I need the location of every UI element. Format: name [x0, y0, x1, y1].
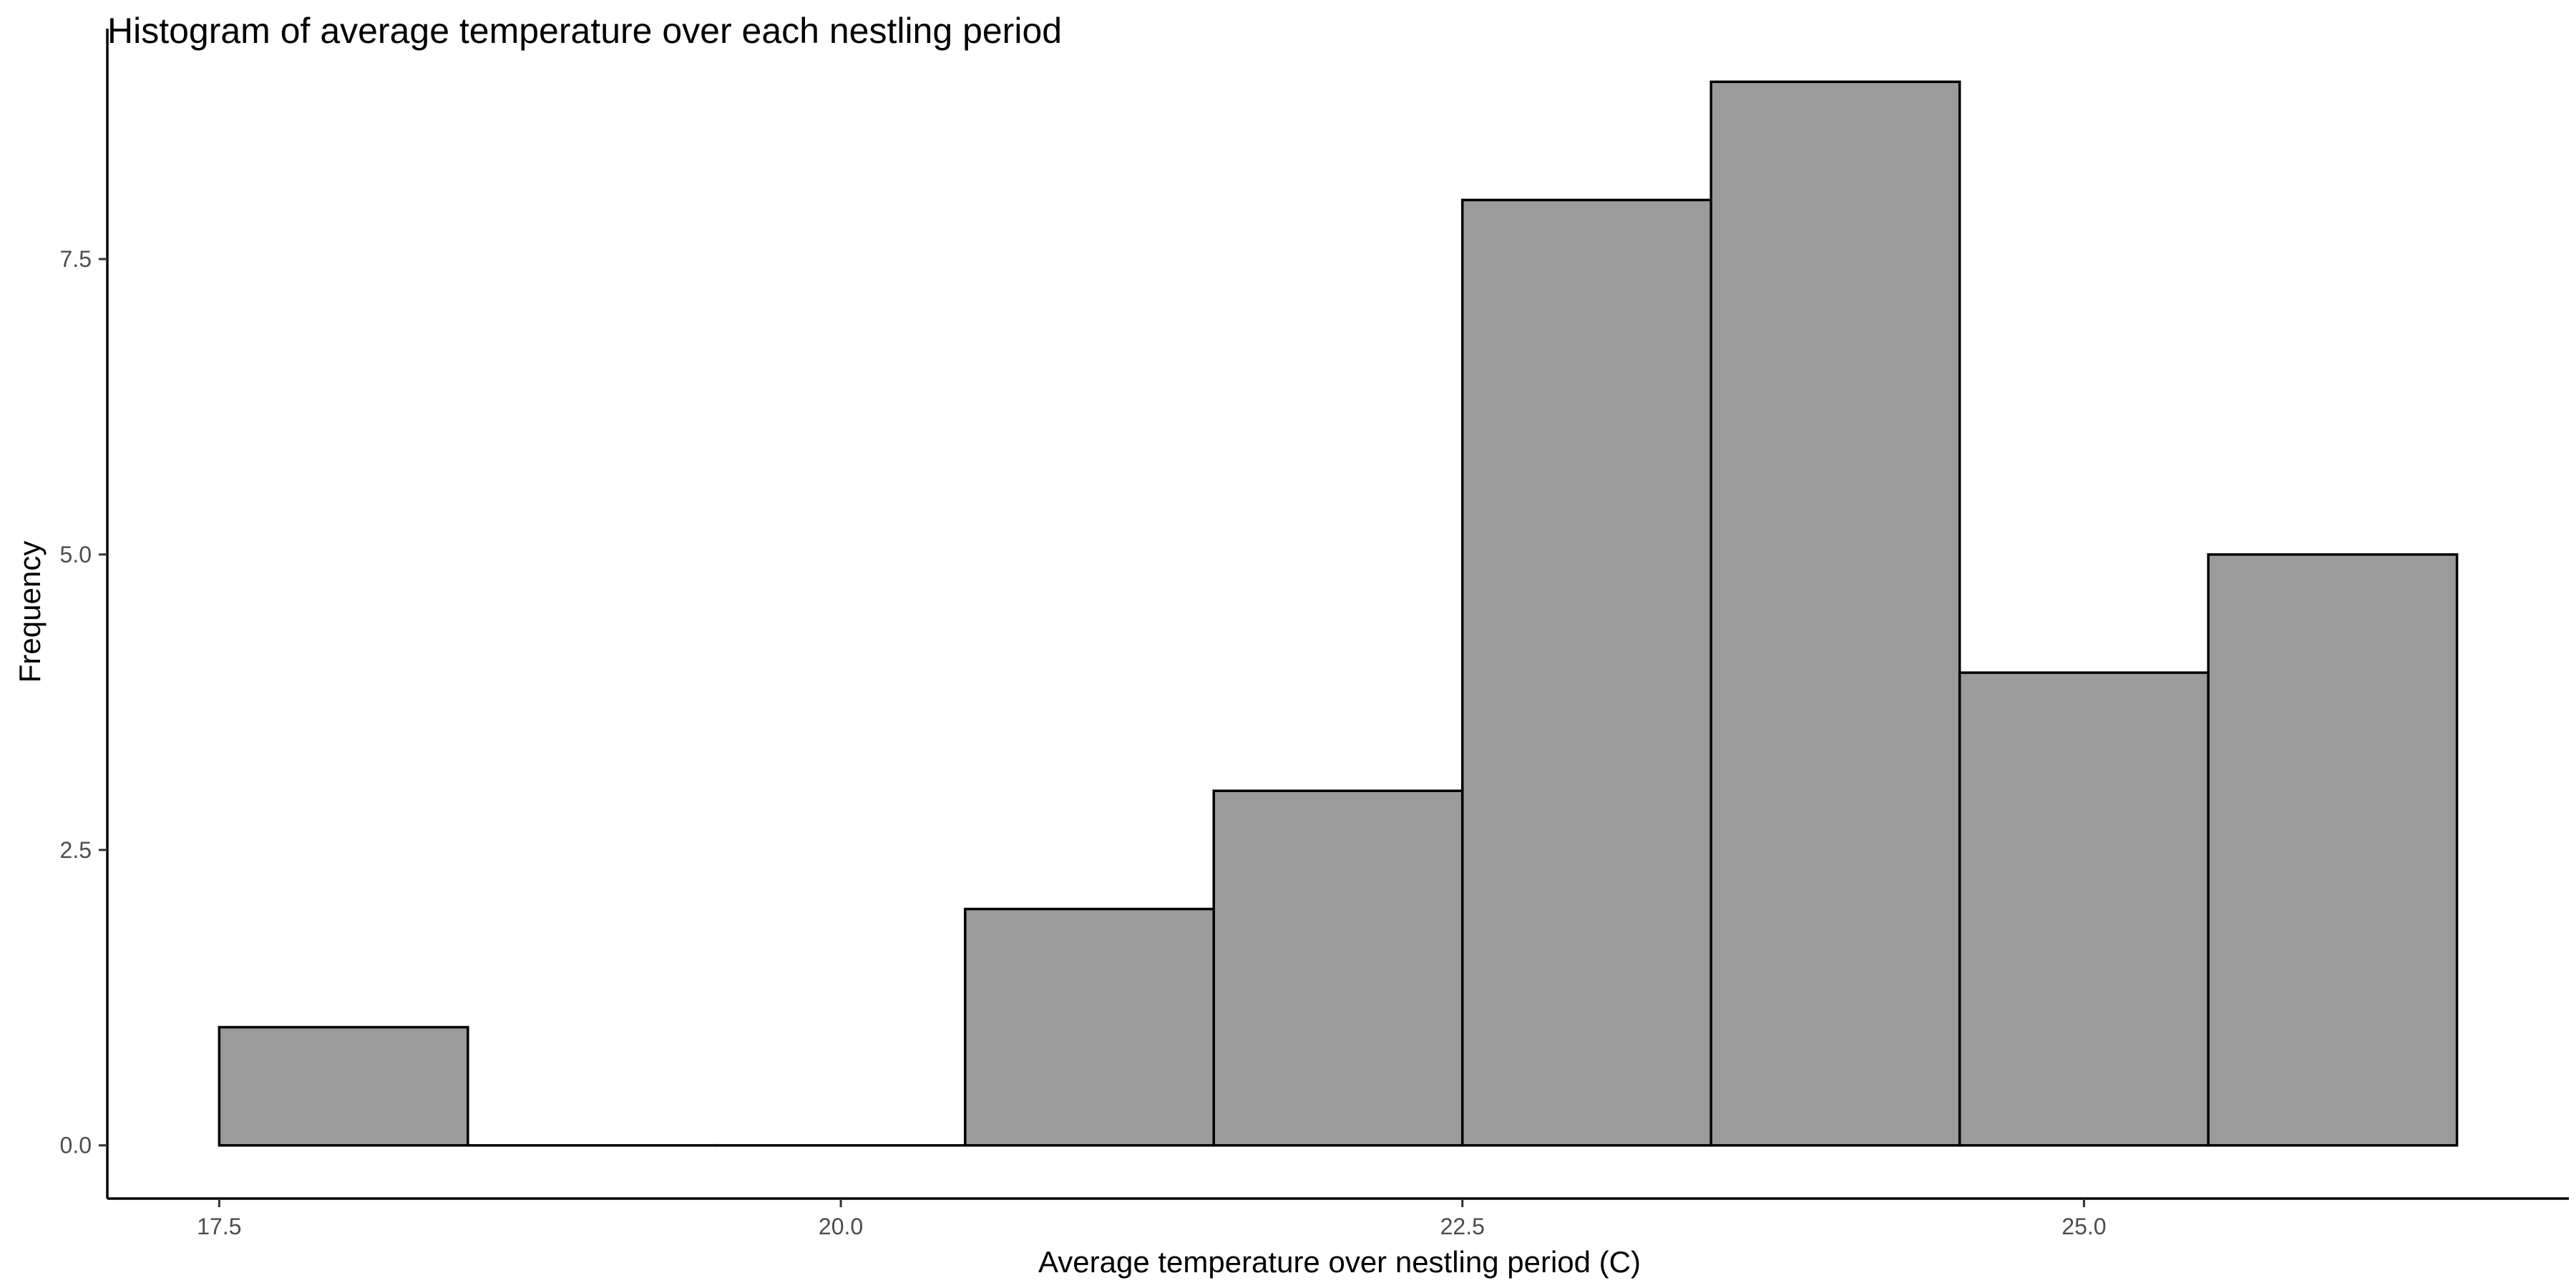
- histogram-bar-0: [218, 1025, 469, 1147]
- histogram-bar-5: [1460, 198, 1712, 1147]
- y-tick-label: 2.5: [60, 837, 92, 863]
- y-tick-label: 7.5: [60, 246, 92, 272]
- y-tick-label: 0.0: [60, 1133, 92, 1158]
- histogram-bar-8: [2207, 553, 2459, 1147]
- x-tick-label: 20.0: [819, 1214, 863, 1239]
- histogram-bars: [218, 80, 2459, 1147]
- chart-title: Histogram of average temperature over ea…: [107, 11, 1062, 51]
- x-tick-label: 25.0: [2062, 1214, 2106, 1239]
- x-tick-label: 17.5: [197, 1214, 241, 1239]
- y-tick-label: 5.0: [60, 542, 92, 567]
- x-axis-title: Average temperature over nestling period…: [1038, 1245, 1641, 1279]
- histogram-bar-4: [1212, 789, 1464, 1147]
- y-axis-ticks: 0.0 2.5 5.0 7.5: [60, 246, 107, 1158]
- x-tick-label: 22.5: [1440, 1214, 1485, 1239]
- histogram-bar-6: [1709, 80, 1961, 1147]
- histogram-bar-3: [964, 907, 1216, 1147]
- histogram-bar-7: [1958, 671, 2210, 1147]
- y-axis-title: Frequency: [13, 541, 47, 683]
- x-axis-ticks: 17.5 20.0 22.5 25.0: [197, 1199, 2107, 1239]
